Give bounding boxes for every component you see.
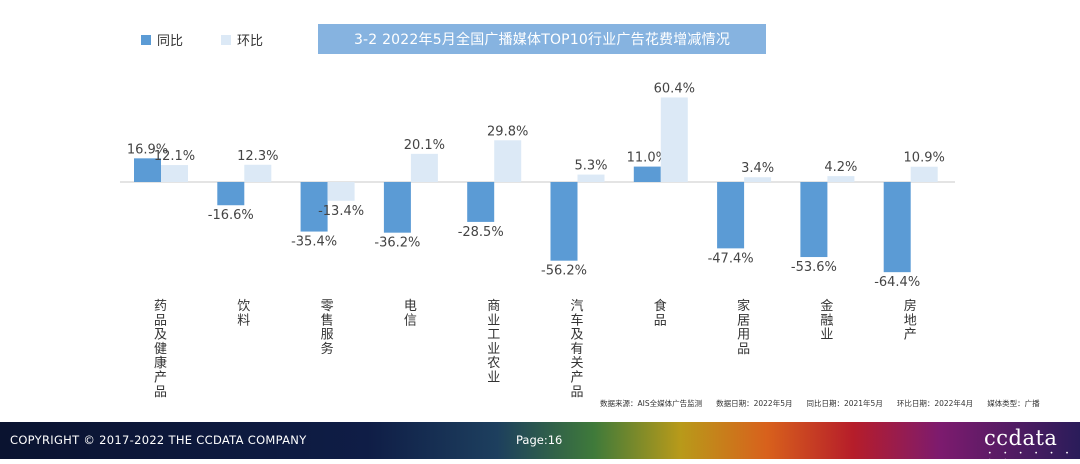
bar-yoy-4 — [467, 182, 495, 222]
data-label-yoy-5: -56.2% — [541, 264, 587, 279]
legend-label-yoy: 同比 — [157, 34, 184, 49]
data-label-yoy-0: 16.9% — [127, 142, 168, 157]
legend-swatch-yoy — [141, 34, 151, 45]
data-label-mom-2: -13.4% — [318, 204, 364, 219]
bar-yoy-0 — [134, 158, 161, 182]
chart-legend: 同比 环比 — [141, 30, 263, 49]
category-label-8: 金融业 — [820, 298, 833, 343]
category-label-3: 电信 — [404, 299, 417, 328]
data-label-mom-7: 3.4% — [741, 161, 774, 176]
data-label-yoy-2: -35.4% — [291, 235, 337, 250]
footer-bar: COPYRIGHT © 2017-2022 THE CCDATA COMPANY… — [0, 422, 1080, 464]
footer-page-number: Page:16 — [516, 433, 563, 447]
category-label-4: 商业工业农业 — [487, 299, 500, 386]
source-mom-date: 环比日期：2022年4月 — [896, 399, 974, 408]
category-label-5: 汽车及有关产品 — [571, 299, 584, 400]
bar-yoy-7 — [717, 182, 745, 249]
category-label-6: 食品 — [654, 298, 667, 328]
bar-mom-9 — [910, 166, 938, 182]
bar-mom-0 — [161, 165, 188, 182]
category-label-0: 药品及健康产品 — [154, 299, 167, 400]
bar-yoy-2 — [300, 182, 328, 232]
ccdata-logo-dots: • • • • • • • • — [988, 450, 1074, 464]
bar-yoy-8 — [800, 182, 828, 258]
chart-title: 3-2 2022年5月全国广播媒体TOP10行业广告花费增减情况 — [318, 24, 766, 54]
ccdata-logo: ccdata — [984, 426, 1058, 450]
bar-mom-2 — [327, 182, 355, 201]
data-label-mom-3: 20.1% — [404, 138, 445, 153]
legend-item-mom: 环比 — [221, 30, 263, 49]
data-label-mom-0: 12.1% — [154, 149, 195, 164]
bar-mom-7 — [744, 177, 772, 182]
source-data-source: 数据来源：AIS全媒体广告监测 — [600, 399, 703, 408]
data-label-mom-5: 5.3% — [574, 159, 607, 174]
source-notes: 数据来源：AIS全媒体广告监测 数据日期：2022年5月 同比日期：2021年5… — [600, 398, 1040, 409]
data-label-yoy-9: -64.4% — [874, 275, 920, 290]
data-label-yoy-6: 11.0% — [627, 151, 668, 166]
legend-label-mom: 环比 — [237, 34, 264, 49]
data-label-mom-9: 10.9% — [904, 151, 945, 166]
legend-item-yoy: 同比 — [141, 30, 183, 49]
category-label-9: 房地产 — [904, 298, 917, 343]
data-label-mom-8: 4.2% — [824, 160, 857, 175]
bar-yoy-9 — [883, 182, 911, 273]
data-label-mom-1: 12.3% — [237, 149, 278, 164]
category-label-7: 家居用品 — [737, 298, 750, 357]
bar-mom-1 — [244, 164, 272, 182]
bar-chart: 16.9%12.1% 药品及健康产品 -16.6% 12.3% 饮料 -35.4% -13.… — [120, 81, 955, 400]
category-label-1: 饮料 — [237, 299, 250, 328]
data-label-yoy-7: -47.4% — [708, 251, 754, 266]
bar-mom-5 — [577, 174, 605, 182]
footer-copyright: COPYRIGHT © 2017-2022 THE CCDATA COMPANY — [10, 433, 307, 447]
source-data-date: 数据日期：2022年5月 — [716, 399, 793, 408]
source-yoy-date: 同比日期：2021年5月 — [806, 399, 883, 408]
data-label-yoy-3: -36.2% — [374, 236, 420, 251]
bar-mom-3 — [410, 153, 438, 182]
data-label-mom-6: 60.4% — [654, 81, 695, 96]
category-label-2: 零售服务 — [321, 299, 334, 357]
data-label-yoy-8: -53.6% — [791, 260, 837, 275]
data-label-mom-4: 29.8% — [487, 124, 528, 139]
bar-mom-4 — [494, 140, 522, 182]
legend-swatch-mom — [221, 34, 232, 45]
bar-yoy-1 — [217, 182, 245, 206]
bar-yoy-5 — [550, 182, 578, 261]
data-label-yoy-4: -28.5% — [458, 225, 504, 240]
bar-mom-8 — [827, 176, 855, 182]
bar-mom-6 — [660, 97, 688, 182]
source-media-type: 媒体类型：广播 — [987, 399, 1040, 408]
bar-yoy-6 — [633, 166, 661, 182]
data-label-yoy-1: -16.6% — [208, 208, 254, 223]
bar-yoy-3 — [383, 182, 411, 233]
